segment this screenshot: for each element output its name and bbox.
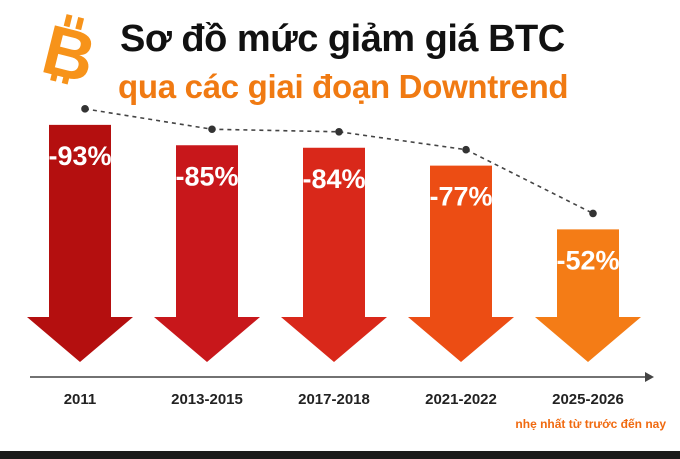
x-axis-arrow <box>645 372 654 382</box>
bottom-bar <box>0 451 680 459</box>
bar-arrow-2017-2018 <box>281 147 387 362</box>
bitcoin-logo-icon: B <box>35 10 103 90</box>
x-tick-label: 2011 <box>64 391 97 408</box>
trend-point <box>208 125 216 134</box>
data-label: -84% <box>302 164 365 194</box>
page-subtitle: qua các giai đoạn Downtrend <box>118 68 569 105</box>
data-label: -77% <box>429 182 492 212</box>
header: B Sơ đồ mức giảm giá BTC qua các giai đo… <box>0 0 680 120</box>
data-label: -85% <box>175 161 238 191</box>
bar-arrow-2013-2015 <box>154 145 260 362</box>
x-tick-label: 2025-2026 <box>552 391 624 408</box>
data-label: -93% <box>48 141 111 171</box>
bar-arrow-2025-2026 <box>535 229 641 362</box>
page-title: Sơ đồ mức giảm giá BTC <box>120 18 565 60</box>
x-tick-label: 2021-2022 <box>425 391 497 408</box>
x-tick-label: 2017-2018 <box>298 391 370 408</box>
data-label: -52% <box>556 245 619 275</box>
x-tick-label: 2013-2015 <box>171 391 243 408</box>
bar-arrow-2021-2022 <box>408 165 514 362</box>
trend-point <box>81 105 89 113</box>
chart-note: nhẹ nhất từ trước đến nay <box>515 417 666 431</box>
trend-point <box>589 209 597 218</box>
trend-point <box>335 128 343 136</box>
trend-point <box>462 145 470 154</box>
bar-arrow-2011 <box>27 124 133 362</box>
